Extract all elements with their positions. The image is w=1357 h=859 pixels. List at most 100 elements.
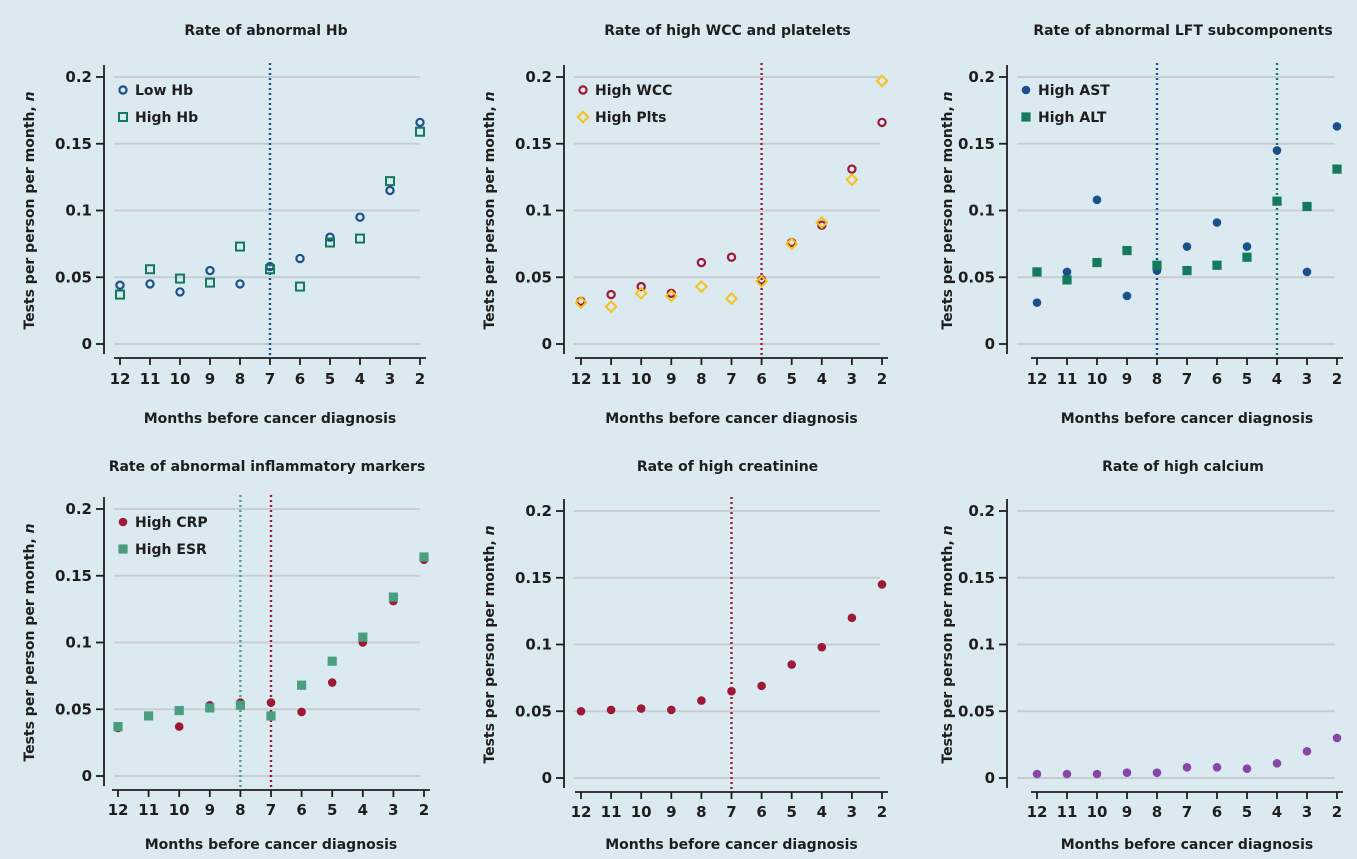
x-tick-label: 9 [1122,803,1132,821]
x-tick-label: 8 [235,370,245,388]
y-tick-label: 0 [985,769,995,787]
data-point [297,707,306,717]
data-point [727,686,736,696]
chart-panel-3: Rate of abnormal LFT subcomponents 0 0.05 0… [940,23,1343,427]
y-axis-label-variable: n [22,91,38,101]
data-point [694,279,709,294]
legend-marker [118,85,128,95]
y-tick-label: 0.2 [968,68,995,86]
y-tick-label: 0.15 [958,569,995,587]
legend-marker [118,112,128,122]
data-point [697,696,706,705]
x-tick-label: 10 [631,803,652,821]
x-tick-label: 7 [265,370,275,388]
data-point [1122,245,1132,256]
y-tick-label: 0.1 [968,202,995,220]
data-point [754,274,769,288]
x-tick-label: 10 [1087,803,1108,821]
y-axis-label: Tests per person per month, n [482,91,498,329]
data-point [847,164,857,174]
x-tick-label: 3 [1302,370,1312,388]
data-point [385,185,395,196]
x-tick-label: 10 [1087,370,1108,388]
data-point [696,257,707,268]
data-point [636,281,646,292]
x-tick-label: 8 [1152,803,1162,821]
data-point [1182,265,1192,276]
y-tick-label: 0.2 [968,502,995,520]
y-axis-label: Tests per person per month, n [940,525,956,763]
data-point [1242,242,1252,251]
data-point [325,237,335,248]
x-tick-label: 11 [138,801,159,819]
x-tick-label: 11 [1057,803,1078,821]
x-tick-label: 8 [235,801,245,819]
x-tick-label: 7 [266,801,276,819]
data-point [415,126,425,137]
y-tick-label: 0.1 [525,202,552,220]
chart-panel-2: Rate of high WCC and platelets 0 0.05 0.1 0.… [482,23,889,427]
legend-marker [578,85,588,95]
data-point [1062,275,1072,285]
x-tick-label: 11 [601,370,622,388]
data-point [415,117,425,128]
data-point [235,241,245,252]
data-point [297,680,307,690]
data-point [265,261,275,272]
x-tick-label: 6 [1212,370,1222,388]
chart-panel-1: Rate of abnormal Hb 0 0.05 0.1 0.15 0.2 12 11 10… [22,23,426,427]
y-axis-label-variable: n [22,523,38,533]
x-tick-label: 7 [1182,803,1192,821]
x-tick-label: 3 [847,803,857,821]
x-tick-label: 6 [1212,803,1222,821]
y-tick-label: 0.1 [525,636,552,654]
data-point [1032,298,1042,307]
x-tick-label: 10 [170,370,191,388]
x-axis-label: Months before cancer diagnosis [605,837,858,853]
data-point [1032,267,1042,277]
legend-label: High Plts [595,110,666,126]
x-axis-label: Months before cancer diagnosis [605,411,858,427]
y-axis-label-text: Tests per person per month, [482,101,498,329]
x-tick-label: 9 [205,801,215,819]
x-tick-label: 12 [1027,803,1048,821]
data-point [726,252,737,262]
x-tick-label: 12 [1027,370,1048,388]
data-point [1182,763,1192,772]
y-tick-label: 0.15 [55,567,92,585]
data-point [327,678,337,687]
data-point [664,289,678,303]
data-point [1302,747,1312,756]
x-tick-label: 6 [295,370,305,388]
data-point [355,212,365,222]
data-point [1212,763,1222,772]
x-tick-label: 5 [1242,803,1252,821]
data-point [606,289,616,300]
x-tick-label: 5 [325,370,335,388]
data-point [388,592,398,602]
data-point [385,176,395,187]
y-axis-label-variable: n [940,91,956,101]
legend-label: Low Hb [135,83,193,99]
data-point [1272,196,1282,206]
data-point [266,698,276,707]
x-tick-label: 4 [358,801,368,819]
x-tick-label: 6 [296,801,306,819]
data-point [787,660,796,669]
data-point [1182,242,1192,251]
y-axis-label-text: Tests per person per month, [22,101,38,329]
x-tick-label: 6 [756,803,766,821]
x-axis-label: Months before cancer diagnosis [1061,837,1314,853]
x-tick-label: 8 [696,370,706,388]
x-tick-label: 4 [1272,370,1282,388]
data-point [1332,164,1342,174]
data-point [1212,218,1222,227]
x-tick-label: 9 [666,803,676,821]
x-tick-label: 3 [385,370,395,388]
y-tick-label: 0 [542,335,552,353]
legend-marker [118,517,128,527]
y-tick-label: 0.1 [968,636,995,654]
data-point [175,287,185,297]
x-tick-label: 11 [140,370,161,388]
legend-marker [1021,112,1031,122]
